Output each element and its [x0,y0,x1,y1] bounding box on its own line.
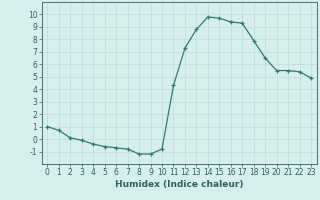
X-axis label: Humidex (Indice chaleur): Humidex (Indice chaleur) [115,180,244,189]
